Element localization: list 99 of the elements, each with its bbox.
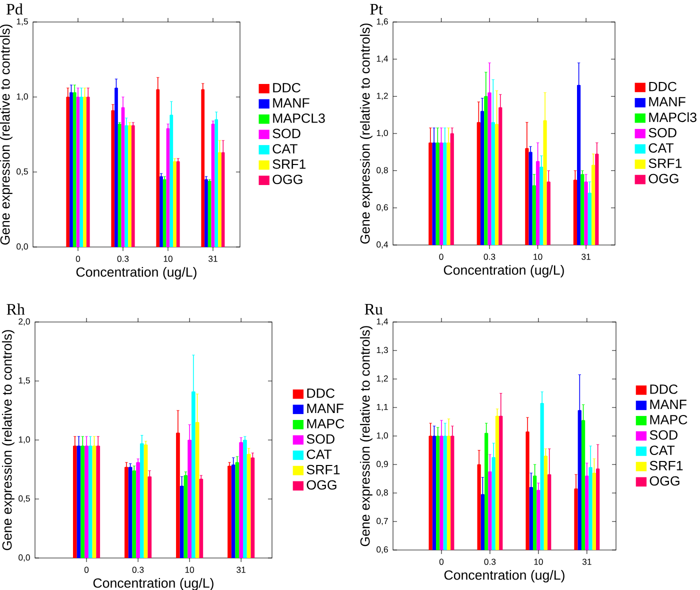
y-tick-label: 1,0 [376,130,388,138]
y-tick-label: 0,7 [376,518,388,526]
bar [250,458,255,558]
bar [131,126,135,247]
legend-label: SRF1 [272,159,306,169]
y-tick-label: 1,0 [16,93,28,101]
y-tick-label: 0,6 [376,546,388,554]
bar [136,462,140,558]
legend-label: MANF [649,97,686,106]
legend-label: MAPC [307,418,344,428]
y-tick-label: 1,6 [376,18,388,26]
x-tick-label: 0 [439,558,444,565]
x-tick-label: 31 [236,566,246,573]
x-tick-label: 0 [76,256,80,262]
x-tick-label: 0 [439,254,444,260]
legend-label: SRF1 [648,158,682,168]
y-tick-label: 1,1 [376,404,388,412]
bar [160,176,163,247]
y-tick-label: 0,4 [376,241,388,249]
legend-label: OGG [648,174,678,184]
x-tick-label: 0.3 [117,256,129,262]
legend-label: MANF [307,404,344,413]
x-axis-title: Concentration (ug/L) [76,267,196,280]
x-tick-label: 31 [582,254,590,260]
legend-label: SRF1 [306,464,340,474]
legend-label: MAPCl3 [649,112,696,122]
y-tick-label: 1,2 [376,92,388,100]
bar [199,478,204,558]
y-tick-label: 0,9 [376,460,388,468]
x-tick-label: 31 [208,256,218,262]
bar [243,440,247,558]
legend-label: DDC [307,388,335,398]
bar [239,442,244,558]
bar [132,470,136,558]
bar [128,126,132,247]
legend-label: OGG [306,480,336,490]
x-tick-label: 10 [185,566,194,573]
x-tick-label: 0 [84,566,89,573]
bar [173,162,176,247]
x-axis-title: Concentration (ug/L) [93,578,214,590]
bar [204,179,208,247]
x-tick-label: 0.3 [132,566,144,573]
y-tick-label: 0,5 [18,495,30,503]
legend-label: OGG [272,174,302,184]
legend-label: DDC [273,82,300,92]
legend-label: MANF [273,98,310,108]
y-tick-label: 0,0 [18,554,30,562]
y-tick-label: 1,5 [18,377,30,385]
legend-label: SOD [272,128,300,138]
y-tick-label: 2,0 [18,318,30,326]
legend-label: DDC [650,384,678,394]
legend-label: CAT [272,144,298,154]
legend-label: CAT [306,450,332,460]
legend-label: MAPC [650,414,688,424]
x-tick-label: 0.3 [484,254,496,260]
y-tick-label: 1,0 [376,432,388,440]
legend-label: SRF1 [650,460,683,470]
legend-label: CAT [648,143,674,153]
y-tick-label: 1,5 [16,18,28,26]
y-tick-label: 1,4 [376,318,388,326]
x-tick-label: 31 [582,558,592,565]
y-tick-label: 0,8 [376,167,388,174]
y-axis-title: Gene expression (relative to controls) [0,24,12,245]
x-tick-label: 10 [534,254,542,260]
x-tick-label: 10 [534,558,543,565]
chart-title: Ru [364,304,383,315]
y-tick-label: 0,6 [376,204,388,212]
chart-title: Rh [6,304,25,315]
legend-label: OGG [650,476,680,486]
y-axis-title: Gene expression (relative to controls) [360,24,372,244]
legend-label: CAT [650,446,675,456]
y-tick-label: 1,0 [18,436,30,444]
y-tick-label: 1,2 [376,375,388,383]
x-axis-title: Concentration (ug/L) [444,570,564,582]
x-tick-label: 0.3 [484,558,496,565]
y-tick-label: 0,8 [376,489,388,497]
bar [144,444,148,558]
chart-title: Pt [370,4,383,15]
y-axis-title: Gene expression (relative to controls) [2,330,14,550]
bar [118,124,122,247]
bar [176,162,180,247]
legend-label: MANF [650,400,686,409]
legend-label: DDC [649,82,677,92]
y-tick-label: 0,0 [16,243,28,251]
bar [228,466,232,558]
legend-label: MAPCL3 [273,113,325,123]
bar [184,475,188,558]
bar [162,179,166,247]
y-tick-label: 1,4 [376,56,388,63]
legend-label: SOD [648,128,676,138]
legend-label: SOD [650,430,678,440]
y-tick-label: 1,3 [376,346,388,354]
x-axis-title: Concentration (ug/L) [444,265,564,278]
legend-label: SOD [306,434,334,444]
chart-title: Pd [6,3,23,15]
x-tick-label: 10 [164,256,172,262]
y-tick-label: 0,5 [16,168,28,176]
y-axis-title: Gene expression (relative to controls) [360,326,372,546]
bar [128,467,132,558]
